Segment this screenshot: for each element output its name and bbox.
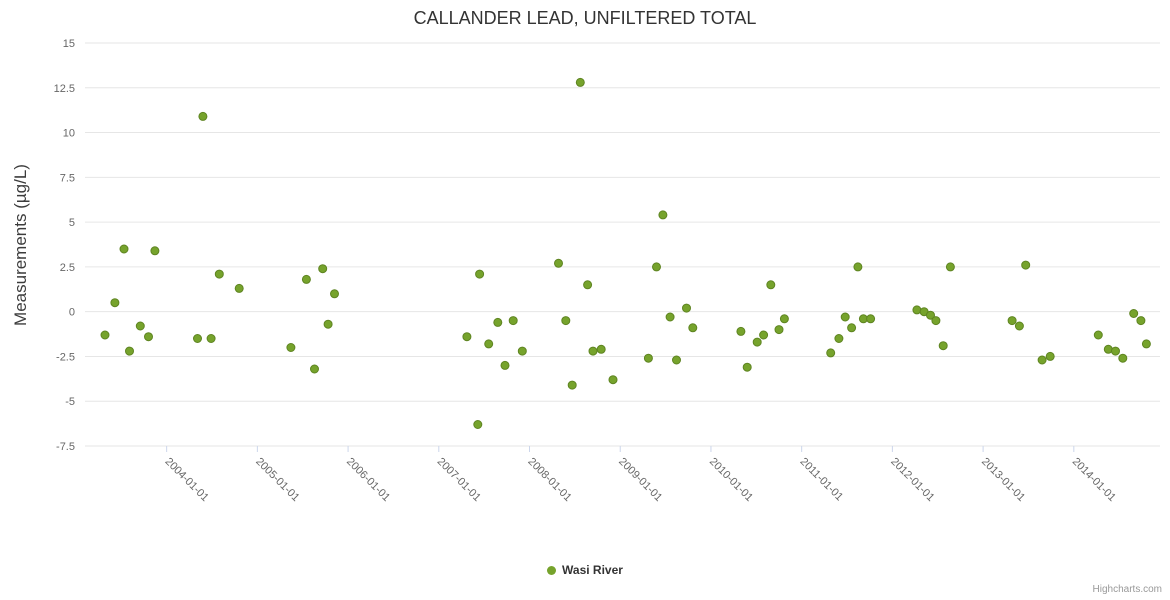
data-point[interactable] [214, 269, 224, 279]
data-point[interactable] [774, 325, 784, 335]
data-point[interactable] [779, 314, 789, 324]
x-tick-label: 2005-01-01 [253, 456, 301, 504]
data-point[interactable] [475, 269, 485, 279]
data-point[interactable] [110, 298, 120, 308]
x-tick-label: 2014-01-01 [1070, 456, 1118, 504]
data-point[interactable] [508, 316, 518, 326]
data-point[interactable] [1045, 351, 1055, 361]
y-tick-label: 10 [63, 128, 75, 140]
data-point[interactable] [643, 353, 653, 363]
y-tick-label: -2.5 [56, 351, 75, 363]
data-point[interactable] [926, 310, 935, 320]
legend-item-wasi-river[interactable]: Wasi River [0, 563, 1170, 577]
data-point[interactable] [945, 262, 955, 272]
data-point[interactable] [554, 258, 563, 268]
data-point[interactable] [567, 380, 577, 390]
data-point[interactable] [517, 346, 527, 356]
data-point[interactable] [1037, 355, 1047, 365]
data-point[interactable] [473, 420, 483, 429]
data-point[interactable] [688, 323, 698, 333]
data-point[interactable] [866, 314, 876, 324]
data-point[interactable] [286, 343, 296, 352]
data-point[interactable] [652, 262, 661, 272]
data-point[interactable] [1111, 346, 1120, 356]
y-tick-label: -5 [65, 396, 75, 408]
x-tick-label: 2007-01-01 [435, 456, 483, 504]
legend-marker-icon [547, 565, 557, 575]
y-tick-label: -7.5 [56, 441, 75, 453]
data-point[interactable] [1103, 344, 1113, 354]
data-point[interactable] [596, 344, 606, 354]
data-point[interactable] [500, 360, 510, 370]
data-point[interactable] [608, 375, 618, 385]
data-point[interactable] [310, 364, 319, 374]
x-tick-label: 2010-01-01 [707, 456, 755, 504]
data-point[interactable] [1021, 260, 1031, 270]
data-point[interactable] [144, 332, 153, 342]
data-point[interactable] [658, 210, 668, 220]
x-tick-label: 2011-01-01 [798, 456, 846, 504]
data-point[interactable] [301, 274, 311, 284]
data-point[interactable] [150, 246, 160, 256]
legend-label: Wasi River [562, 563, 623, 577]
data-point[interactable] [1129, 309, 1139, 318]
data-point[interactable] [575, 77, 585, 87]
data-point[interactable] [493, 317, 503, 327]
data-point[interactable] [100, 330, 110, 340]
data-point[interactable] [1014, 321, 1024, 331]
data-point[interactable] [742, 362, 752, 372]
data-point[interactable] [931, 316, 941, 326]
y-tick-label: 7.5 [60, 172, 75, 184]
data-point[interactable] [318, 264, 328, 274]
data-point[interactable] [826, 348, 836, 358]
data-point[interactable] [912, 305, 922, 315]
x-tick-label: 2009-01-01 [616, 456, 664, 504]
data-point[interactable] [588, 346, 598, 356]
data-point[interactable] [840, 312, 850, 322]
x-tick-label: 2008-01-01 [525, 456, 573, 504]
data-point[interactable] [206, 334, 216, 343]
data-point[interactable] [766, 280, 776, 290]
x-tick-label: 2006-01-01 [344, 456, 392, 504]
data-point[interactable] [847, 323, 857, 333]
data-point[interactable] [759, 330, 769, 340]
data-point[interactable] [135, 321, 145, 331]
x-tick-label: 2013-01-01 [979, 456, 1027, 504]
y-tick-label: 15 [63, 38, 75, 50]
data-point[interactable] [484, 339, 494, 349]
data-point[interactable] [323, 319, 333, 329]
data-point[interactable] [752, 337, 762, 347]
data-point[interactable] [736, 326, 746, 336]
data-point[interactable] [672, 355, 681, 365]
x-tick-label: 2012-01-01 [888, 456, 936, 504]
y-tick-label: 2.5 [60, 262, 75, 274]
data-point[interactable] [330, 289, 339, 299]
x-tick-label: 2004-01-01 [163, 456, 211, 504]
data-point[interactable] [198, 111, 208, 121]
data-point[interactable] [1141, 339, 1151, 349]
data-point[interactable] [1136, 316, 1146, 326]
chart-title: CALLANDER LEAD, UNFILTERED TOTAL [413, 8, 757, 28]
data-point[interactable] [853, 262, 863, 272]
data-point[interactable] [665, 312, 675, 322]
data-point[interactable] [125, 346, 134, 356]
highcharts-credit-link[interactable]: Highcharts.com [1092, 584, 1162, 595]
data-point[interactable] [1093, 330, 1103, 340]
data-point[interactable] [234, 283, 244, 293]
y-tick-label: 5 [69, 217, 75, 229]
data-point[interactable] [938, 341, 948, 351]
data-point[interactable] [119, 244, 129, 254]
data-point[interactable] [561, 316, 571, 326]
data-point[interactable] [1118, 353, 1128, 363]
data-point[interactable] [1007, 316, 1017, 326]
data-point[interactable] [583, 280, 593, 290]
data-point[interactable] [834, 334, 844, 343]
y-tick-label: 0 [69, 307, 75, 319]
data-point[interactable] [462, 332, 472, 342]
y-tick-label: 12.5 [54, 83, 75, 95]
data-point[interactable] [682, 303, 691, 313]
data-point[interactable] [193, 334, 202, 343]
